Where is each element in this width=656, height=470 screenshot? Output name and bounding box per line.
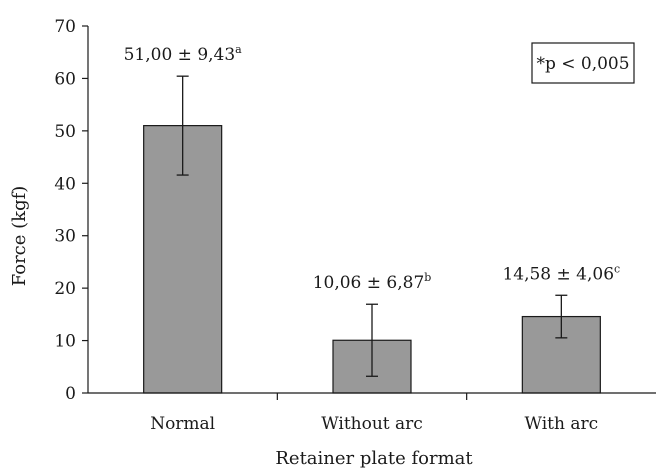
y-tick-label: 70 [54, 17, 76, 37]
error-bar [555, 294, 568, 339]
y-tick-label: 60 [54, 69, 76, 89]
y-axis-ticks: 0 10 20 30 40 50 60 70 [54, 17, 88, 404]
y-tick-label: 10 [54, 332, 76, 352]
significance-note-text: *p < 0,005 [536, 54, 629, 74]
error-bar [176, 75, 189, 176]
value-label-text: 51,00 ± 9,43 [124, 45, 236, 65]
x-axis-ticks: Normal Without arc With arc [150, 393, 598, 434]
y-axis-title: Force (kgf) [9, 186, 30, 287]
y-tick-label: 0 [65, 384, 76, 404]
error-bar [366, 303, 378, 377]
significance-note-box [531, 42, 635, 84]
value-label-superscript: b [424, 271, 431, 284]
error-bars [176, 75, 568, 377]
value-label-text: 10,06 ± 6,87 [313, 273, 425, 293]
x-tick-label: Without arc [321, 414, 423, 434]
x-tick-label: Normal [150, 414, 215, 434]
value-labels: 51,00 ± 9,43a 10,06 ± 6,87b 14,58 ± 4,06c [124, 43, 621, 293]
x-axis-title: Retainer plate format [275, 448, 473, 469]
x-tick-label: With arc [525, 414, 599, 434]
y-tick-label: 40 [54, 174, 76, 194]
significance-note: *p < 0,005 [531, 42, 635, 84]
y-tick-label: 20 [54, 279, 76, 299]
y-tick-label: 50 [54, 122, 76, 142]
y-tick-label: 30 [54, 227, 76, 247]
value-label: 14,58 ± 4,06c [502, 262, 620, 284]
value-label: 51,00 ± 9,43a [124, 43, 243, 65]
value-label-superscript: c [614, 262, 620, 275]
value-label-text: 14,58 ± 4,06 [502, 264, 614, 284]
value-label: 10,06 ± 6,87b [313, 271, 432, 293]
value-label-superscript: a [235, 43, 242, 56]
